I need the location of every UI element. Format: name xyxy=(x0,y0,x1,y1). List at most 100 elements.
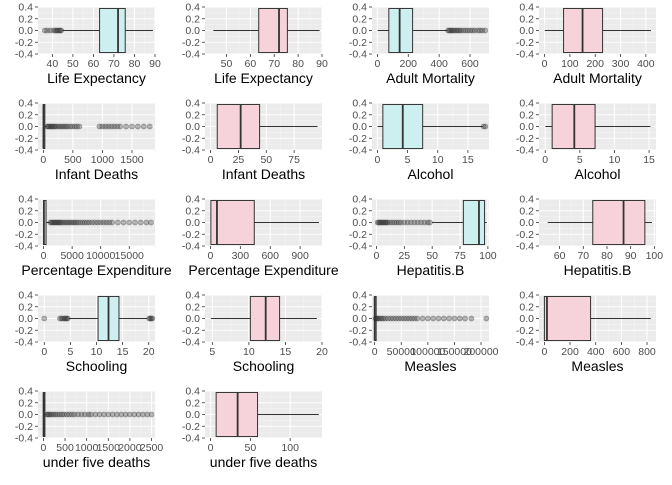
x-tick-label: 80 xyxy=(292,58,304,70)
outlier-point xyxy=(48,123,55,130)
outlier-point xyxy=(390,315,397,322)
y-tick-label: 0.0 xyxy=(185,121,200,133)
y-tick-label: 0.4 xyxy=(519,290,534,302)
outlier-point xyxy=(62,219,69,226)
outlier-point xyxy=(482,123,489,130)
outlier-point xyxy=(56,219,63,226)
outlier-point xyxy=(471,27,478,34)
outlier-point xyxy=(468,315,475,322)
outlier-point xyxy=(456,27,463,34)
outlier-point xyxy=(57,315,63,322)
y-tick-label: 0.2 xyxy=(519,205,534,217)
x-tick-label: 50 xyxy=(67,58,79,70)
outlier-point xyxy=(78,411,85,418)
outlier-point xyxy=(63,411,70,418)
boxplot-panel: 0.40.20.0-0.2-0.4 0 5000 10000 15000Percenta… xyxy=(15,194,172,278)
outlier-point xyxy=(68,219,74,226)
x-tick-label: 0 xyxy=(374,58,380,70)
outlier-point xyxy=(44,411,51,418)
y-tick-label: -0.4 xyxy=(15,433,33,445)
x-tick-label: 1500 xyxy=(97,442,121,454)
x-tick-label: 10000 xyxy=(86,250,115,262)
y-tick-label: 0.2 xyxy=(185,13,200,25)
outlier-point xyxy=(55,123,62,130)
y-tick-label: 0.2 xyxy=(519,13,534,25)
x-tick-label: 5 xyxy=(577,154,583,166)
outlier-point xyxy=(62,123,69,130)
outlier-point xyxy=(482,27,489,34)
outlier-point xyxy=(140,123,147,130)
outlier-point xyxy=(61,411,68,418)
outlier-point xyxy=(385,315,391,322)
x-tick-label: 1000 xyxy=(91,154,115,166)
x-tick-label: 15 xyxy=(462,154,474,166)
outlier-point xyxy=(56,27,63,34)
x-tick-label: 500 xyxy=(56,442,74,454)
outlier-point xyxy=(393,219,400,226)
outlier-point xyxy=(462,315,468,322)
y-tick-label: -0.4 xyxy=(182,433,200,445)
outlier-point xyxy=(54,123,60,130)
outlier-point xyxy=(411,315,418,322)
y-tick-label: -0.4 xyxy=(182,49,200,61)
x-tick-label: 5 xyxy=(209,346,215,358)
outlier-point xyxy=(66,219,73,226)
outlier-point xyxy=(57,27,64,34)
y-tick-label: 0.2 xyxy=(18,301,33,313)
outlier-point xyxy=(92,411,99,418)
outlier-point xyxy=(64,219,71,226)
y-tick-label: 0.4 xyxy=(185,2,200,14)
y-tick-label: -0.4 xyxy=(516,241,534,253)
y-tick-label: 0.4 xyxy=(519,194,534,206)
y-tick-label: 0.2 xyxy=(185,205,200,217)
y-tick-label: 0.0 xyxy=(519,217,534,229)
y-tick-label: -0.4 xyxy=(15,337,33,349)
outlier-point xyxy=(144,411,151,418)
x-axis-title: under five deaths xyxy=(210,454,317,470)
outlier-point xyxy=(464,27,471,34)
outlier-point xyxy=(143,219,150,226)
outlier-point xyxy=(401,219,408,226)
x-tick-label: 0 xyxy=(542,154,548,166)
outlier-point xyxy=(460,27,466,34)
x-tick-label: 5 xyxy=(405,154,411,166)
outlier-point xyxy=(76,123,83,130)
outlier-point xyxy=(474,27,481,34)
outlier-point xyxy=(56,411,63,418)
x-tick-label: 150000 xyxy=(437,346,472,358)
y-tick-label: 0.0 xyxy=(185,409,200,421)
outlier-point xyxy=(61,123,67,130)
x-tick-label: 25 xyxy=(398,250,410,262)
y-tick-label: 0.4 xyxy=(18,98,33,110)
boxplot-panel: 0.40.20.0-0.2-0.4 0 5 10 15 Alcohol xyxy=(516,98,656,182)
y-tick-label: -0.4 xyxy=(516,337,534,349)
y-tick-label: -0.2 xyxy=(516,229,534,241)
outlier-point xyxy=(102,123,109,130)
outlier-point xyxy=(483,315,490,322)
outlier-point xyxy=(389,219,395,226)
x-tick-label: 70 xyxy=(268,58,280,70)
y-tick-label: -0.2 xyxy=(182,421,200,433)
box-iqr xyxy=(592,199,646,246)
x-tick-label: 75 xyxy=(454,250,466,262)
y-tick-label: 0.4 xyxy=(352,98,367,110)
y-tick-label: 0.0 xyxy=(352,25,367,37)
outlier-point xyxy=(74,123,80,130)
outlier-point xyxy=(391,219,398,226)
outlier-point xyxy=(105,411,112,418)
x-axis-title: Infant Deaths xyxy=(55,166,138,182)
outlier-point xyxy=(48,219,55,226)
outlier-point xyxy=(139,411,146,418)
boxplot-panel: 0.40.20.0-0.2-0.4 0 500 1000150020002500und… xyxy=(15,386,163,470)
x-tick-label: 50 xyxy=(260,154,272,166)
x-tick-label: 600 xyxy=(613,346,631,358)
y-tick-label: -0.4 xyxy=(349,145,367,157)
outlier-point xyxy=(50,27,57,34)
y-tick-label: -0.4 xyxy=(516,49,534,61)
outlier-point xyxy=(117,123,124,130)
boxplot-panel: 0.40.20.0-0.2-0.4 0 5 10 15 20 Schooling xyxy=(15,290,156,374)
outlier-point xyxy=(47,219,54,226)
